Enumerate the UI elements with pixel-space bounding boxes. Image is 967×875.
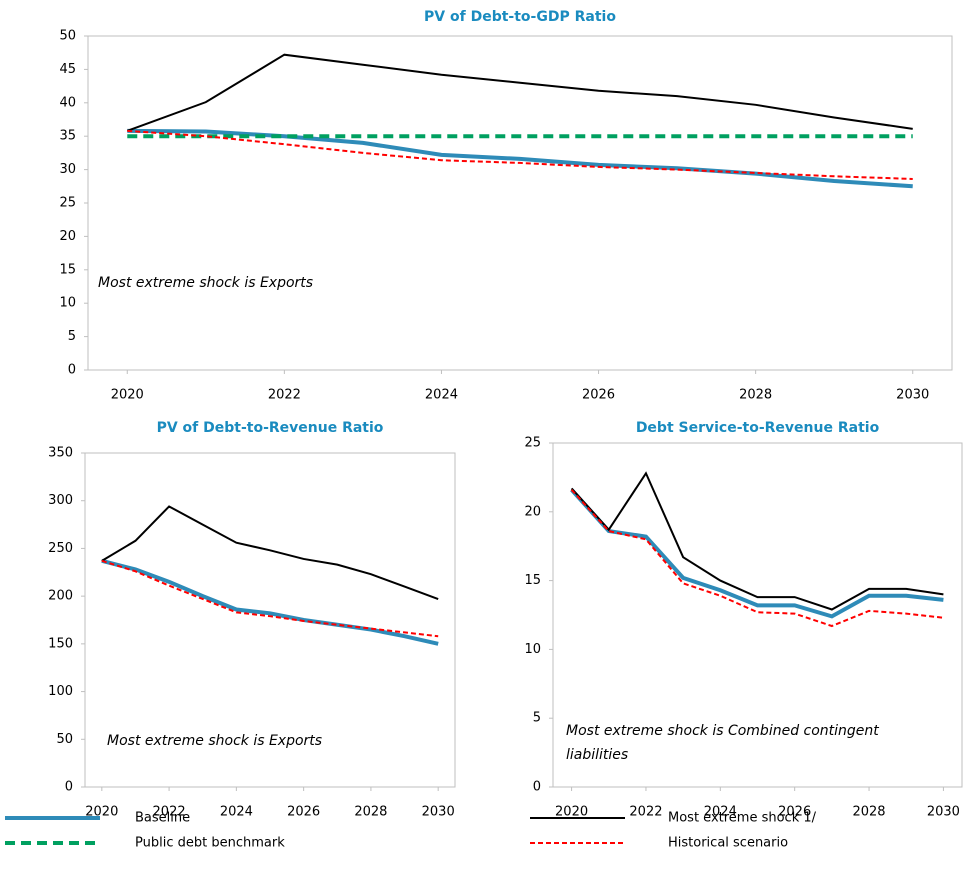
legend-label: Historical scenario bbox=[668, 836, 788, 851]
y-tick-label: 45 bbox=[59, 62, 76, 77]
y-tick-label: 20 bbox=[524, 504, 541, 519]
y-tick-label: 10 bbox=[524, 642, 541, 657]
x-tick-label: 2020 bbox=[85, 805, 118, 820]
chart-title: Debt Service-to-Revenue Ratio bbox=[636, 420, 880, 436]
y-tick-label: 5 bbox=[68, 329, 76, 344]
series-line bbox=[101, 558, 439, 646]
x-tick-label: 2022 bbox=[153, 805, 186, 820]
x-tick-label: 2024 bbox=[220, 805, 253, 820]
series-line bbox=[570, 488, 944, 619]
x-tick-label: 2024 bbox=[425, 388, 458, 403]
y-tick-label: 20 bbox=[59, 229, 76, 244]
chart-title: PV of Debt-to-GDP Ratio bbox=[424, 9, 616, 25]
x-tick-label: 2028 bbox=[852, 805, 885, 820]
x-tick-label: 2020 bbox=[111, 388, 144, 403]
y-tick-label: 25 bbox=[59, 196, 76, 211]
y-tick-label: 40 bbox=[59, 95, 76, 110]
plot-area bbox=[87, 35, 953, 371]
y-tick-label: 50 bbox=[56, 732, 73, 747]
series-line bbox=[127, 128, 913, 189]
x-tick-label: 2020 bbox=[555, 805, 588, 820]
x-tick-label: 2030 bbox=[422, 805, 455, 820]
series-line bbox=[570, 471, 944, 611]
y-tick-label: 30 bbox=[59, 162, 76, 177]
y-tick-label: 350 bbox=[48, 446, 73, 461]
legend-label: Public debt benchmark bbox=[135, 836, 285, 851]
legend-label: Most extreme shock 1/ bbox=[668, 811, 817, 826]
y-tick-label: 15 bbox=[524, 573, 541, 588]
y-tick-label: 200 bbox=[48, 589, 73, 604]
x-tick-label: 2022 bbox=[268, 388, 301, 403]
chart-title: PV of Debt-to-Revenue Ratio bbox=[157, 420, 384, 436]
y-tick-label: 25 bbox=[524, 436, 541, 451]
y-tick-label: 250 bbox=[48, 541, 73, 556]
annotation: Most extreme shock is Exports bbox=[98, 275, 313, 291]
x-tick-label: 2024 bbox=[704, 805, 737, 820]
y-tick-label: 10 bbox=[59, 296, 76, 311]
y-tick-label: 50 bbox=[59, 29, 76, 44]
x-tick-label: 2030 bbox=[896, 388, 929, 403]
series-line bbox=[570, 489, 944, 628]
plot-area bbox=[552, 442, 963, 788]
y-tick-label: 100 bbox=[48, 684, 73, 699]
plot-area bbox=[84, 452, 456, 788]
series-line bbox=[101, 505, 439, 600]
annotation: Most extreme shock is Exports bbox=[107, 733, 322, 749]
y-tick-label: 5 bbox=[533, 711, 541, 726]
y-tick-label: 300 bbox=[48, 493, 73, 508]
series-line bbox=[127, 129, 913, 180]
series-line bbox=[101, 559, 439, 638]
y-tick-label: 0 bbox=[533, 780, 541, 795]
y-tick-label: 35 bbox=[59, 129, 76, 144]
y-tick-label: 0 bbox=[65, 780, 73, 795]
y-tick-label: 0 bbox=[68, 363, 76, 378]
x-tick-label: 2022 bbox=[629, 805, 662, 820]
x-tick-label: 2026 bbox=[582, 388, 615, 403]
y-tick-label: 15 bbox=[59, 262, 76, 277]
legend-label: Baseline bbox=[135, 811, 190, 826]
y-tick-label: 150 bbox=[48, 636, 73, 651]
series-line bbox=[126, 53, 913, 132]
x-tick-label: 2028 bbox=[739, 388, 772, 403]
x-tick-label: 2028 bbox=[354, 805, 387, 820]
annotation: liabilities bbox=[566, 747, 628, 763]
x-tick-label: 2026 bbox=[287, 805, 320, 820]
x-tick-label: 2030 bbox=[927, 805, 960, 820]
annotation: Most extreme shock is Combined contingen… bbox=[566, 723, 879, 739]
x-tick-label: 2026 bbox=[778, 805, 811, 820]
